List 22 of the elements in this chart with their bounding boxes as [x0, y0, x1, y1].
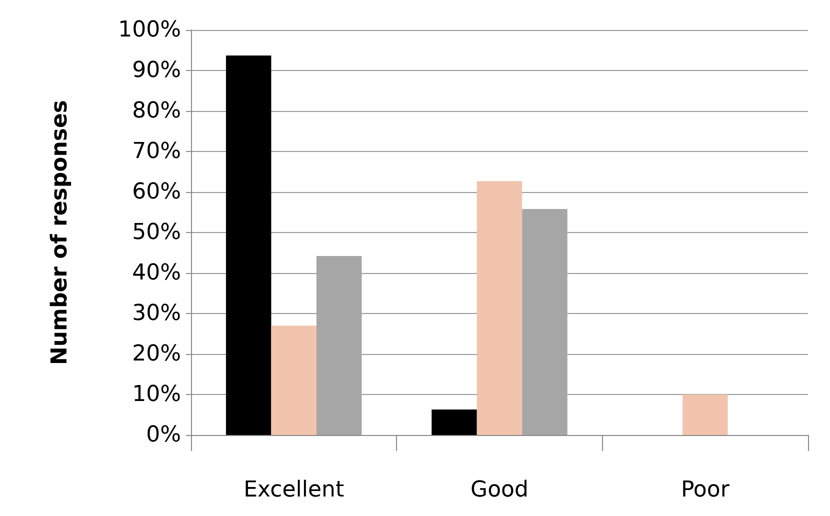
bar — [432, 409, 477, 435]
y-axis-title: Number of responses — [48, 100, 72, 366]
y-tick-label: 50% — [132, 220, 181, 245]
bar — [316, 256, 362, 435]
y-tick-label: 100% — [118, 18, 181, 42]
y-tick-label: 90% — [132, 58, 181, 83]
y-tick-label: 70% — [132, 139, 181, 164]
x-tick-label: Excellent — [244, 478, 344, 502]
bar — [522, 209, 568, 435]
y-tick-label: 20% — [132, 342, 181, 366]
y-tick-label: 10% — [132, 382, 181, 407]
x-tick-label: Good — [470, 478, 528, 502]
x-tick-label: Poor — [680, 478, 730, 502]
y-tick-label: 30% — [132, 301, 181, 326]
bar — [476, 181, 522, 435]
y-tick-label: 60% — [132, 180, 181, 204]
y-tick-label: 80% — [132, 98, 181, 124]
y-tick-label: 0% — [146, 422, 181, 448]
bar — [226, 56, 272, 435]
bar — [271, 326, 316, 435]
y-tick-label: 40% — [132, 260, 181, 286]
bar — [682, 394, 728, 435]
